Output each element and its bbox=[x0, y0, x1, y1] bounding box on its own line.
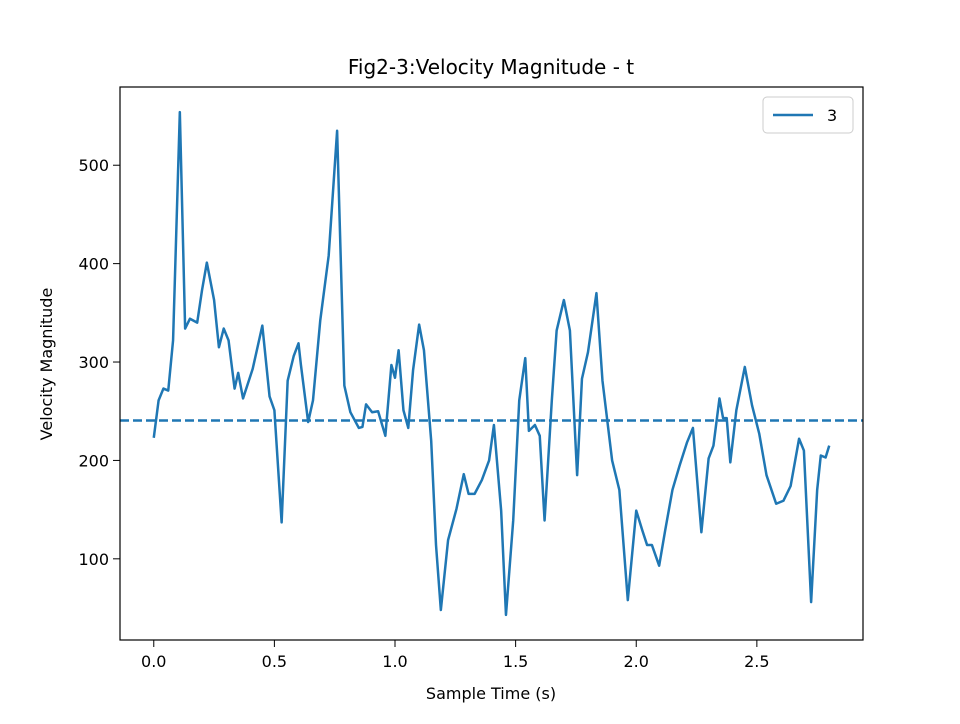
y-tick-label: 500 bbox=[78, 156, 109, 175]
plot-frame bbox=[119, 86, 864, 641]
x-tick-label: 1.0 bbox=[382, 652, 407, 671]
x-tick-label: 0.5 bbox=[262, 652, 287, 671]
y-tick-label: 300 bbox=[78, 353, 109, 372]
x-axis-label: Sample Time (s) bbox=[426, 684, 556, 703]
y-tick-label: 100 bbox=[78, 550, 109, 569]
series-line bbox=[152, 110, 831, 617]
x-tick-label: 1.5 bbox=[503, 652, 528, 671]
y-tick-label: 400 bbox=[78, 255, 109, 274]
chart-title: Fig2-3:Velocity Magnitude - t bbox=[348, 55, 634, 79]
x-tick-label: 2.0 bbox=[624, 652, 649, 671]
legend-label: 3 bbox=[827, 106, 837, 125]
x-tick-label: 2.5 bbox=[744, 652, 769, 671]
x-tick-label: 0.0 bbox=[141, 652, 166, 671]
y-axis-label: Velocity Magnitude bbox=[37, 288, 56, 441]
y-tick-label: 200 bbox=[78, 451, 109, 470]
